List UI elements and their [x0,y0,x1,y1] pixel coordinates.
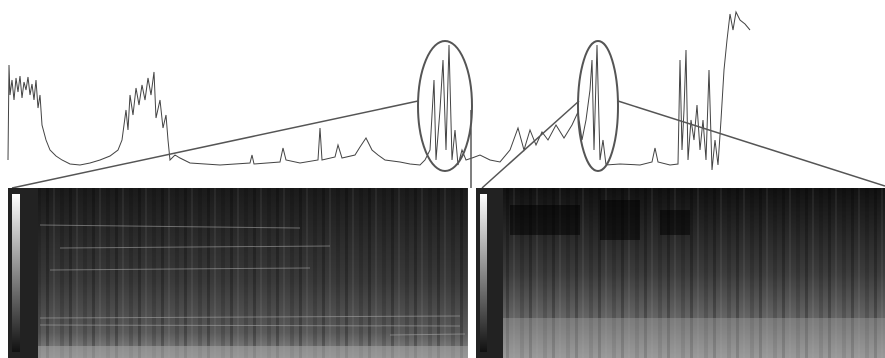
dark-blobs [510,200,690,240]
harmonic-lines [39,224,466,336]
zoom-ellipse [417,40,473,172]
low-band [38,346,468,358]
colorbar [480,194,487,352]
connector-line [11,100,419,189]
spectrogram [8,188,468,358]
spectrogram-texture [38,188,468,358]
low-band [503,318,885,358]
spectrogram [476,188,885,358]
zoom-ellipse [577,40,619,172]
colorbar [12,194,20,352]
waveform [7,10,751,171]
connector-line [481,100,580,189]
connector-line [617,100,885,187]
